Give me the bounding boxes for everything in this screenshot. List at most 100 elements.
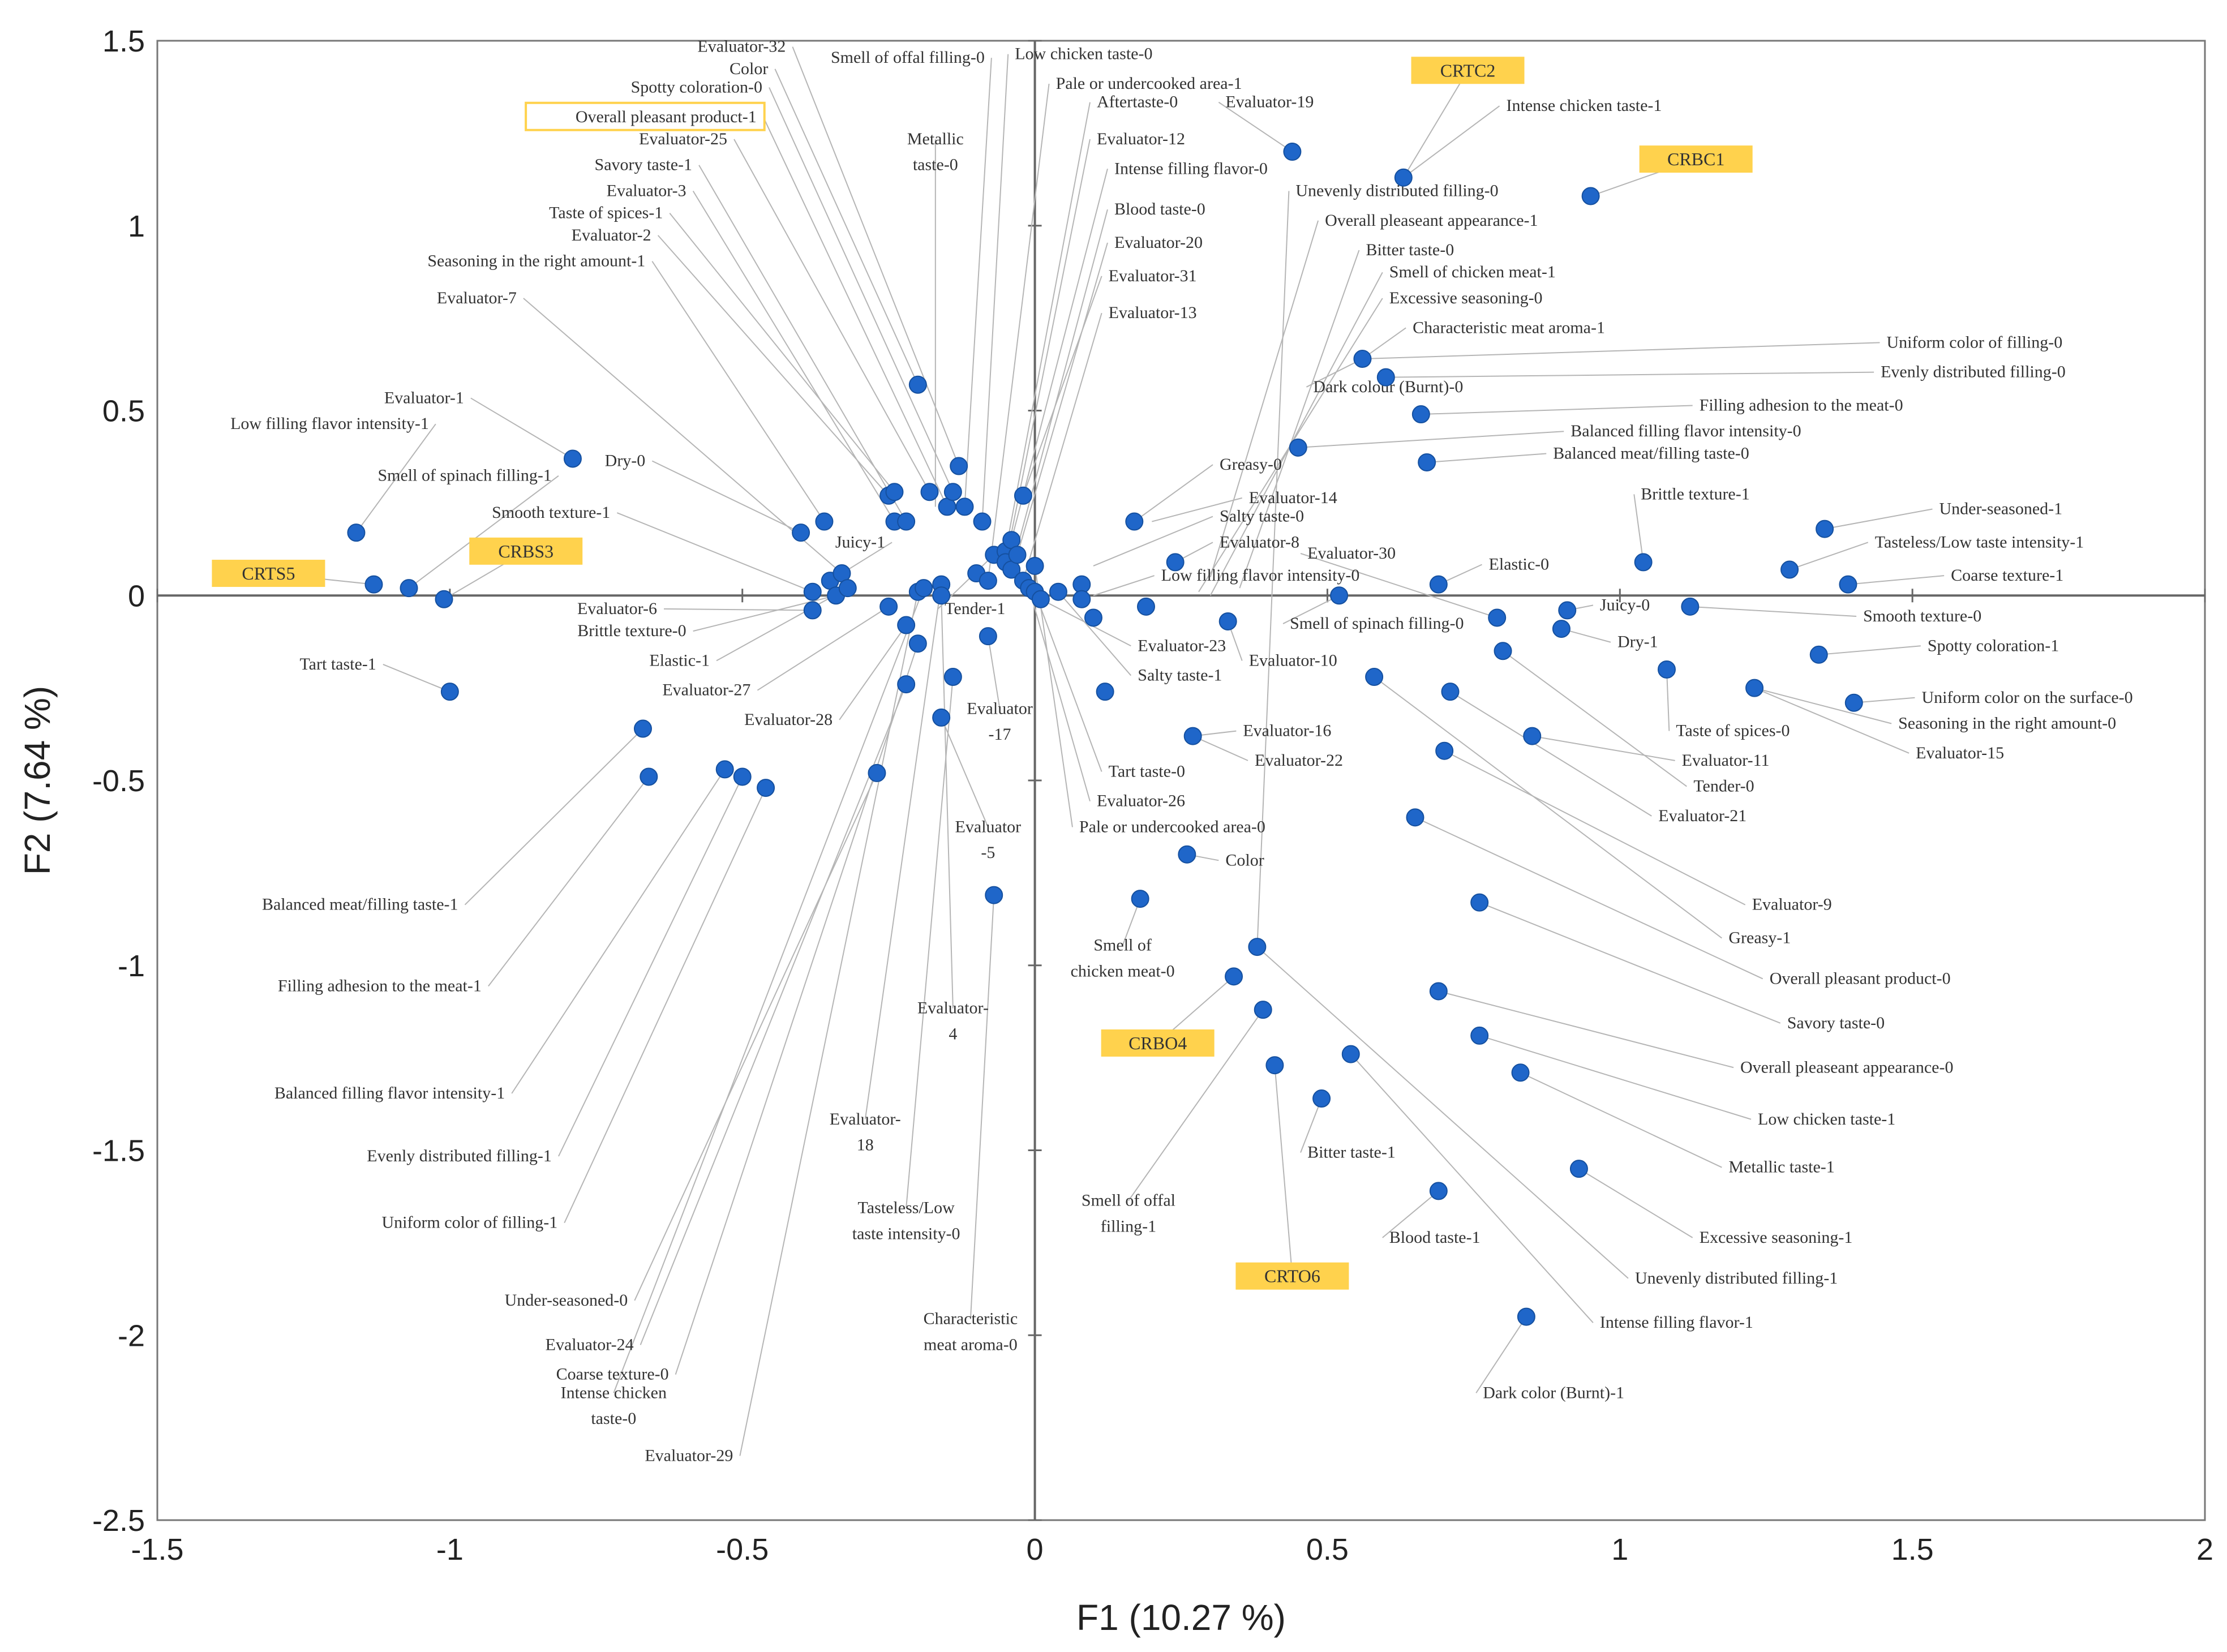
annotation-evaluator-20: Evaluator-20 — [1114, 233, 1203, 252]
leader-lines — [268, 46, 1945, 1456]
leader-line — [1479, 902, 1781, 1024]
y-tick-label: -1.5 — [92, 1134, 145, 1168]
point-smell-of-spinach-filling-0 — [1330, 586, 1349, 605]
point-bitter-taste-1 — [1312, 1089, 1331, 1108]
sample-tag-crtc2 — [1411, 57, 1525, 84]
annotation-tender-0: Tender-0 — [1693, 777, 1754, 796]
annotation-smooth-texture-0: Smooth texture-0 — [1863, 607, 1981, 625]
point-color — [908, 375, 927, 394]
point-smooth-texture-0 — [1681, 597, 1700, 616]
annotation-balanced-filling-flavor-intensity-1: Balanced filling flavor intensity-1 — [274, 1084, 505, 1102]
annotation-intense-chicken-taste-1: Intense chicken taste-1 — [1507, 96, 1662, 115]
x-tick-label: 1.5 — [1891, 1533, 1934, 1567]
annotation-intense-filling-flavor-0: Intense filling flavor-0 — [1114, 159, 1268, 178]
annotation-low-chicken-taste-1: Low chicken taste-1 — [1758, 1110, 1895, 1128]
leader-line — [1152, 497, 1242, 522]
leader-line — [792, 46, 960, 466]
annotation-evaluator: Evaluator — [955, 817, 1022, 836]
annotation-evaluator-8: Evaluator-8 — [1220, 533, 1299, 551]
point-evenly-distributed-filling-0 — [1376, 368, 1395, 387]
leader-line — [1520, 1072, 1722, 1168]
point-crbc1 — [1581, 187, 1600, 205]
leader-line — [1754, 687, 1892, 724]
annotation-low-chicken-taste-0: Low chicken taste-0 — [1015, 45, 1152, 63]
point-dry-1 — [1552, 620, 1571, 638]
annotation-evaluator-6: Evaluator-6 — [577, 599, 657, 618]
leader-line — [651, 261, 825, 522]
annotation-salty-taste-1: Salty taste-1 — [1138, 666, 1222, 685]
annotation-evaluator: Evaluator — [967, 699, 1033, 718]
annotation-savory-taste-0: Savory taste-0 — [1787, 1014, 1885, 1032]
plot-area-frame — [156, 40, 2206, 1521]
point-crts5 — [364, 575, 383, 594]
point-crto6 — [1265, 1056, 1284, 1075]
leader-line — [1362, 342, 1880, 360]
point-excessive-seasoning-1 — [1569, 1160, 1588, 1178]
annotation-evaluator-13: Evaluator-13 — [1109, 303, 1197, 322]
leader-line — [669, 213, 895, 492]
leader-line — [757, 606, 889, 691]
point-crtc2 — [1394, 168, 1413, 187]
point-evaluator-30 — [1488, 608, 1507, 627]
point-uniform-color-of-filling-1 — [757, 779, 775, 797]
annotation-elastic-1: Elastic-1 — [649, 651, 710, 670]
point-spotty-coloration-1 — [1809, 645, 1828, 664]
annotation-taste-of-spices-1: Taste of spices-1 — [549, 204, 663, 222]
point-evaluator-17 — [979, 627, 997, 646]
point-unevenly-distributed-filling-1 — [1248, 938, 1267, 956]
annotation-balanced-filling-flavor-intensity-0: Balanced filling flavor intensity-0 — [1571, 422, 1801, 440]
data-points — [347, 143, 1863, 1326]
leader-line — [1848, 575, 1945, 585]
leader-line — [558, 776, 743, 1157]
annotation-dark-color-burnt-1: Dark color (Burnt)-1 — [1483, 1383, 1624, 1402]
point-evaluator-23 — [1031, 590, 1050, 608]
sample-labels: CRTS5 CRBS3 CRTC2 CRBC1 CRBO4 CRTO6 — [212, 57, 1753, 1290]
axes-layer — [156, 40, 2206, 1521]
highlight-box — [525, 101, 766, 131]
y-tick-label: -2 — [118, 1319, 145, 1353]
point-overall-pleasant-product-0 — [1406, 808, 1424, 827]
point-evaluator-23 — [1136, 597, 1155, 616]
annotation-evaluator-10: Evaluator-10 — [1249, 651, 1337, 670]
leader-line — [1475, 1316, 1527, 1393]
point-crbs3 — [435, 590, 453, 608]
sample-tag-crto6 — [1235, 1262, 1349, 1290]
point-evaluator-32 — [950, 457, 968, 475]
annotation-18: 18 — [857, 1136, 874, 1155]
annotation-overall-pleasant-product-0: Overall pleasant product-0 — [1770, 969, 1951, 988]
annotation-tasteless-low: Tasteless/Low — [858, 1199, 955, 1217]
annotation-intense-filling-flavor-1: Intense filling flavor-1 — [1600, 1313, 1753, 1332]
annotation-smell-of-spinach-filling-0: Smell of spinach filling-0 — [1290, 614, 1464, 633]
point-taste-of-spices-1 — [885, 483, 904, 501]
point-salty-taste-1 — [1049, 582, 1067, 601]
point-crbo4 — [1225, 967, 1243, 986]
leader-line — [1427, 453, 1547, 463]
annotation-evaluator-7: Evaluator-7 — [437, 289, 517, 307]
leader-line — [1256, 191, 1290, 947]
point-dry-0 — [792, 524, 810, 542]
leader-line — [1134, 464, 1213, 522]
point-smell-of-offal-filling-0 — [955, 497, 974, 516]
annotation-filling-adhesion-to-the-meat-1: Filling adhesion to the meat-1 — [278, 976, 482, 995]
point-filling-adhesion-to-the-meat-1 — [640, 767, 658, 786]
leader-line — [488, 776, 650, 987]
leader-line — [464, 728, 643, 906]
annotation-tasteless-low-taste-intensity-1: Tasteless/Low taste intensity-1 — [1875, 533, 2084, 551]
annotation-evaluator: Evaluator- — [917, 999, 989, 1018]
annotation-brittle-texture-1: Brittle texture-1 — [1641, 484, 1749, 503]
annotation-evaluator-12: Evaluator-12 — [1097, 130, 1185, 148]
point-metallic-taste-1 — [1511, 1063, 1530, 1082]
sample-label-crts5: CRTS5 — [242, 563, 295, 583]
annotation-brittle-texture-0: Brittle texture-0 — [577, 621, 686, 640]
annotation-evaluator-23: Evaluator-23 — [1138, 636, 1226, 655]
point-taste-of-spices-0 — [1657, 660, 1676, 679]
point-evenly-distributed-filling-1 — [733, 767, 752, 786]
leader-line — [733, 139, 930, 492]
leader-line — [1754, 687, 1910, 754]
point-low-filling-flavor-intensity-1 — [347, 524, 366, 542]
annotation-evaluator-2: Evaluator-2 — [572, 226, 651, 244]
point-evaluator-11 — [1523, 727, 1542, 745]
leader-line — [839, 624, 907, 720]
annotation-dry-1: Dry-1 — [1617, 633, 1658, 651]
leader-line — [1128, 1009, 1264, 1202]
